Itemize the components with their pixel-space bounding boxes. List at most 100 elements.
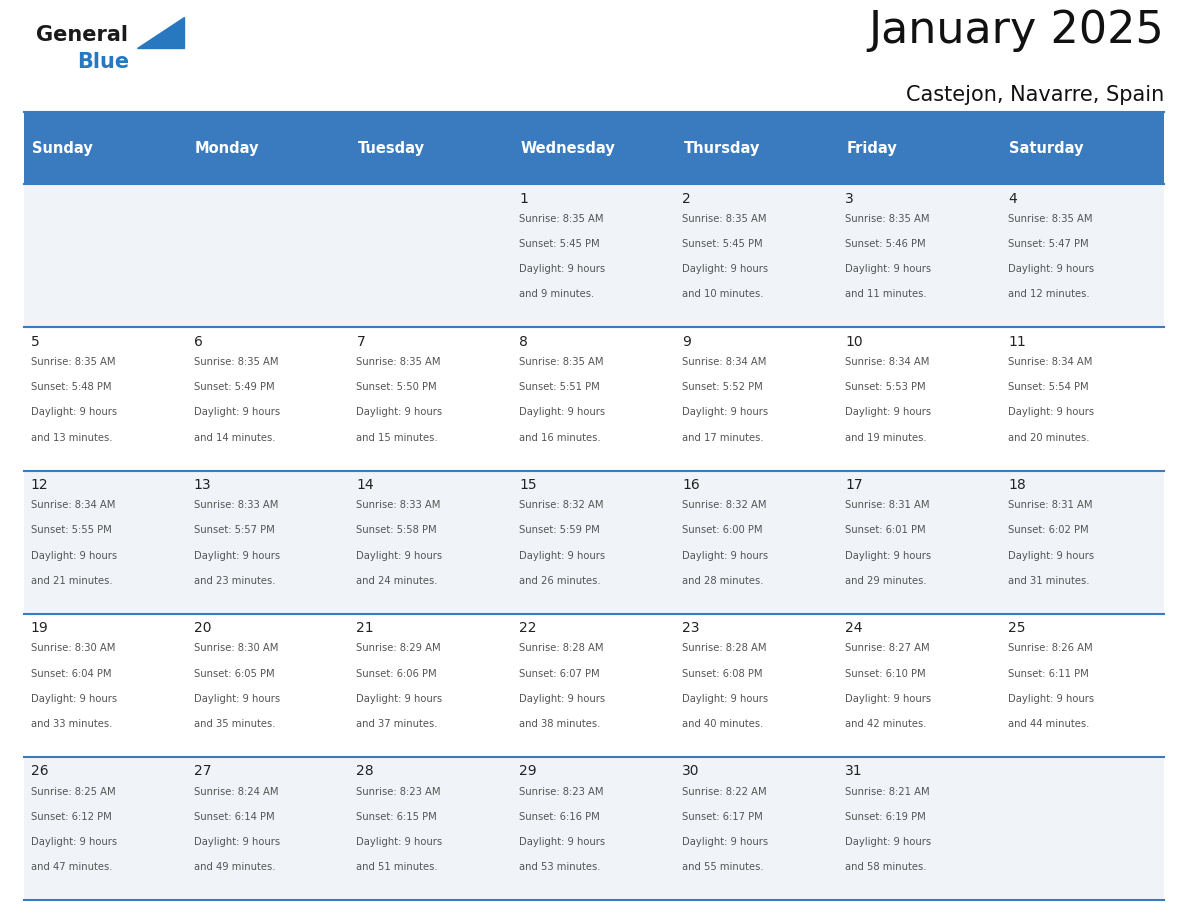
Text: 1: 1 — [519, 193, 529, 207]
Text: Daylight: 9 hours: Daylight: 9 hours — [845, 694, 931, 703]
Text: 16: 16 — [682, 478, 700, 492]
Text: Sunrise: 8:35 AM: Sunrise: 8:35 AM — [194, 357, 278, 367]
Text: Sunrise: 8:35 AM: Sunrise: 8:35 AM — [845, 215, 930, 224]
Bar — [512, 112, 676, 185]
Text: Sunrise: 8:33 AM: Sunrise: 8:33 AM — [194, 500, 278, 510]
Text: and 17 minutes.: and 17 minutes. — [682, 432, 764, 442]
Text: and 24 minutes.: and 24 minutes. — [356, 576, 438, 586]
Text: 28: 28 — [356, 765, 374, 778]
Text: Sunrise: 8:35 AM: Sunrise: 8:35 AM — [356, 357, 441, 367]
Text: and 42 minutes.: and 42 minutes. — [845, 719, 927, 729]
Text: and 9 minutes.: and 9 minutes. — [519, 289, 595, 299]
Text: and 13 minutes.: and 13 minutes. — [31, 432, 112, 442]
Bar — [1001, 112, 1164, 185]
Text: Sunset: 5:47 PM: Sunset: 5:47 PM — [1009, 240, 1088, 250]
Text: and 33 minutes.: and 33 minutes. — [31, 719, 112, 729]
Text: Sunrise: 8:31 AM: Sunrise: 8:31 AM — [845, 500, 930, 510]
Text: Daylight: 9 hours: Daylight: 9 hours — [682, 264, 769, 274]
Text: Sunrise: 8:28 AM: Sunrise: 8:28 AM — [519, 644, 604, 654]
Bar — [24, 471, 1164, 613]
Text: 26: 26 — [31, 765, 49, 778]
Text: Sunrise: 8:30 AM: Sunrise: 8:30 AM — [31, 644, 115, 654]
Text: Sunrise: 8:32 AM: Sunrise: 8:32 AM — [682, 500, 766, 510]
Text: and 16 minutes.: and 16 minutes. — [519, 432, 601, 442]
Text: and 21 minutes.: and 21 minutes. — [31, 576, 112, 586]
Text: 25: 25 — [1009, 621, 1025, 635]
Text: Sunrise: 8:24 AM: Sunrise: 8:24 AM — [194, 787, 278, 797]
Text: and 35 minutes.: and 35 minutes. — [194, 719, 276, 729]
Text: 11: 11 — [1009, 335, 1026, 350]
Text: Sunset: 5:52 PM: Sunset: 5:52 PM — [682, 383, 763, 393]
Text: Sunrise: 8:32 AM: Sunrise: 8:32 AM — [519, 500, 604, 510]
Text: and 19 minutes.: and 19 minutes. — [845, 432, 927, 442]
Text: Sunset: 5:55 PM: Sunset: 5:55 PM — [31, 525, 112, 535]
Text: Sunrise: 8:30 AM: Sunrise: 8:30 AM — [194, 644, 278, 654]
Text: Sunset: 6:04 PM: Sunset: 6:04 PM — [31, 668, 112, 678]
Text: Sunset: 5:45 PM: Sunset: 5:45 PM — [519, 240, 600, 250]
Text: Sunrise: 8:28 AM: Sunrise: 8:28 AM — [682, 644, 766, 654]
Text: Sunset: 6:10 PM: Sunset: 6:10 PM — [845, 668, 925, 678]
Text: 30: 30 — [682, 765, 700, 778]
Text: Sunset: 6:08 PM: Sunset: 6:08 PM — [682, 668, 763, 678]
Text: Thursday: Thursday — [683, 140, 760, 156]
Text: Sunset: 5:57 PM: Sunset: 5:57 PM — [194, 525, 274, 535]
Text: and 23 minutes.: and 23 minutes. — [194, 576, 276, 586]
Text: 22: 22 — [519, 621, 537, 635]
Text: 10: 10 — [845, 335, 862, 350]
Text: Sunset: 6:14 PM: Sunset: 6:14 PM — [194, 812, 274, 822]
Text: Sunset: 5:50 PM: Sunset: 5:50 PM — [356, 383, 437, 393]
Text: Daylight: 9 hours: Daylight: 9 hours — [31, 694, 116, 703]
Text: Daylight: 9 hours: Daylight: 9 hours — [519, 551, 606, 561]
Text: Daylight: 9 hours: Daylight: 9 hours — [682, 551, 769, 561]
Text: and 20 minutes.: and 20 minutes. — [1009, 432, 1089, 442]
Text: Daylight: 9 hours: Daylight: 9 hours — [356, 408, 443, 418]
Text: Sunrise: 8:31 AM: Sunrise: 8:31 AM — [1009, 500, 1093, 510]
Text: Sunset: 5:45 PM: Sunset: 5:45 PM — [682, 240, 763, 250]
Text: 14: 14 — [356, 478, 374, 492]
Text: Daylight: 9 hours: Daylight: 9 hours — [845, 264, 931, 274]
Text: Daylight: 9 hours: Daylight: 9 hours — [31, 551, 116, 561]
Text: Sunset: 5:59 PM: Sunset: 5:59 PM — [519, 525, 600, 535]
Text: Daylight: 9 hours: Daylight: 9 hours — [845, 408, 931, 418]
Text: Sunrise: 8:35 AM: Sunrise: 8:35 AM — [1009, 215, 1093, 224]
Text: Daylight: 9 hours: Daylight: 9 hours — [519, 836, 606, 846]
Bar — [676, 112, 839, 185]
Text: Sunset: 6:16 PM: Sunset: 6:16 PM — [519, 812, 600, 822]
Bar — [24, 613, 1164, 756]
Text: Daylight: 9 hours: Daylight: 9 hours — [682, 408, 769, 418]
Text: Daylight: 9 hours: Daylight: 9 hours — [31, 836, 116, 846]
Text: 27: 27 — [194, 765, 211, 778]
Text: 15: 15 — [519, 478, 537, 492]
Text: 6: 6 — [194, 335, 202, 350]
Text: Friday: Friday — [846, 140, 897, 156]
Text: 3: 3 — [845, 193, 854, 207]
Text: 13: 13 — [194, 478, 211, 492]
Text: Sunrise: 8:34 AM: Sunrise: 8:34 AM — [1009, 357, 1093, 367]
Text: Sunset: 5:49 PM: Sunset: 5:49 PM — [194, 383, 274, 393]
Text: and 37 minutes.: and 37 minutes. — [356, 719, 438, 729]
Text: Daylight: 9 hours: Daylight: 9 hours — [682, 836, 769, 846]
Text: 29: 29 — [519, 765, 537, 778]
Text: Sunset: 6:17 PM: Sunset: 6:17 PM — [682, 812, 763, 822]
Text: and 28 minutes.: and 28 minutes. — [682, 576, 764, 586]
Text: Sunset: 5:48 PM: Sunset: 5:48 PM — [31, 383, 112, 393]
Text: Monday: Monday — [195, 140, 259, 156]
Text: Daylight: 9 hours: Daylight: 9 hours — [356, 694, 443, 703]
Text: and 47 minutes.: and 47 minutes. — [31, 862, 112, 871]
Text: Sunday: Sunday — [32, 140, 93, 156]
Text: and 44 minutes.: and 44 minutes. — [1009, 719, 1089, 729]
Text: Sunrise: 8:21 AM: Sunrise: 8:21 AM — [845, 787, 930, 797]
Text: Sunrise: 8:35 AM: Sunrise: 8:35 AM — [519, 215, 604, 224]
Text: Sunset: 6:05 PM: Sunset: 6:05 PM — [194, 668, 274, 678]
Text: 19: 19 — [31, 621, 49, 635]
Text: Sunrise: 8:27 AM: Sunrise: 8:27 AM — [845, 644, 930, 654]
Text: Daylight: 9 hours: Daylight: 9 hours — [194, 551, 279, 561]
Text: Tuesday: Tuesday — [358, 140, 424, 156]
Text: and 15 minutes.: and 15 minutes. — [356, 432, 438, 442]
Text: Sunrise: 8:23 AM: Sunrise: 8:23 AM — [356, 787, 441, 797]
Text: Sunrise: 8:22 AM: Sunrise: 8:22 AM — [682, 787, 767, 797]
Text: Daylight: 9 hours: Daylight: 9 hours — [356, 551, 443, 561]
Text: and 53 minutes.: and 53 minutes. — [519, 862, 601, 871]
Text: 5: 5 — [31, 335, 39, 350]
Text: Daylight: 9 hours: Daylight: 9 hours — [356, 836, 443, 846]
